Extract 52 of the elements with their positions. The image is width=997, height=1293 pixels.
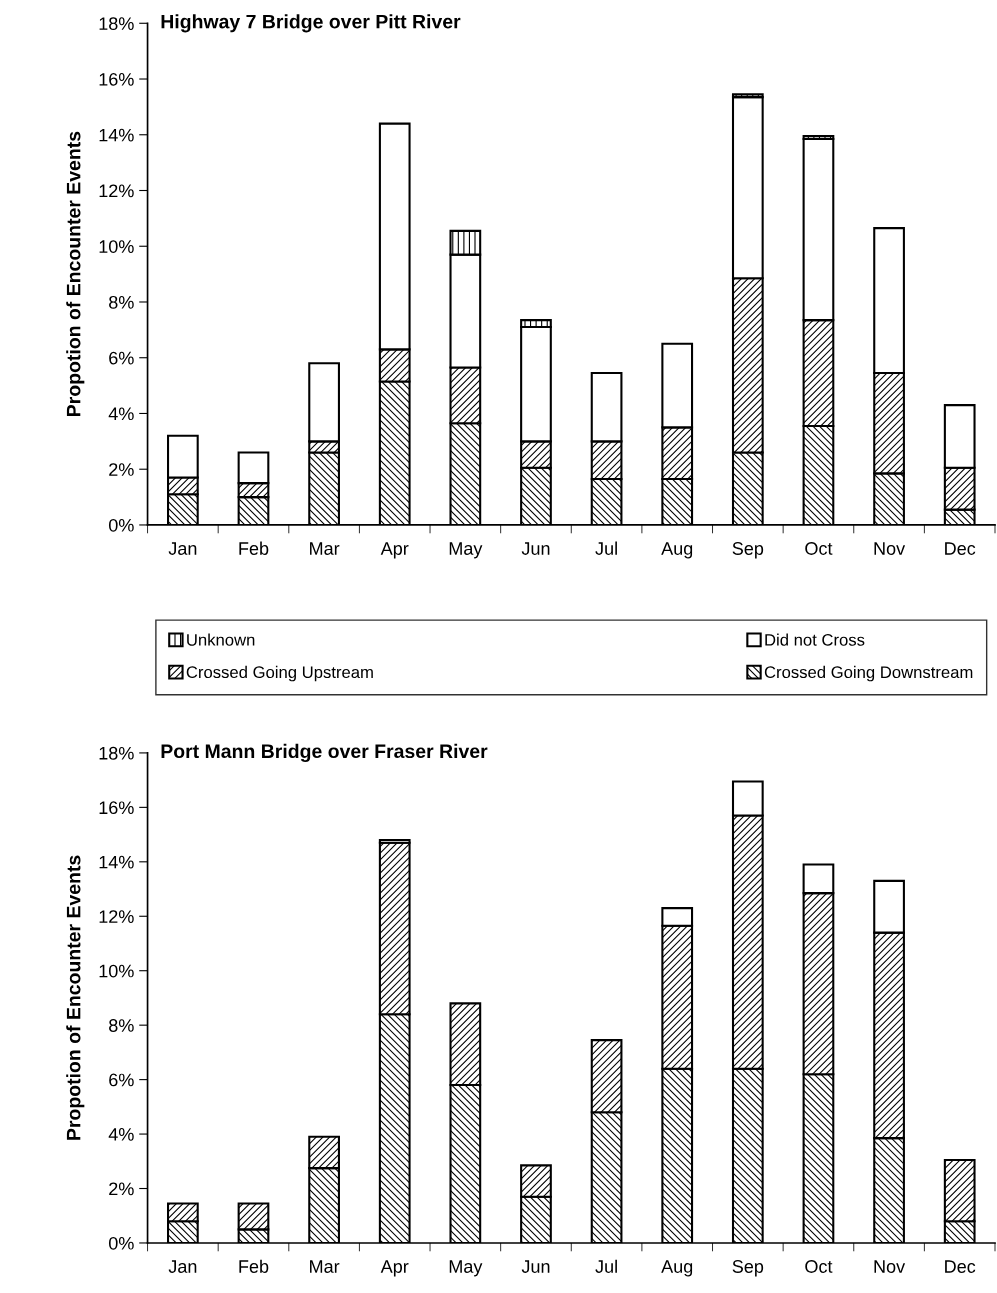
y-tick-label: 10% [99,964,134,978]
x-tick-label: Feb [239,1259,269,1273]
x-tick-label: Mar [310,1260,340,1273]
x-tick-label: Jun [521,542,550,555]
x-tick-label: Apr [380,1260,409,1277]
y-axis-title: Propotion of Encounter Events [66,855,85,1140]
x-tick-label: Jan [168,1260,197,1273]
x-tick-label: May [449,1260,483,1277]
x-tick-label: Jul [595,541,617,555]
y-tick-label: 2% [109,1182,134,1196]
x-tick-label: Mar [310,542,340,555]
y-axis-title: Propotion of Encounter Events [66,131,85,416]
legend-label: Crossed Going Upstream [186,665,373,682]
x-tick-label: Jun [521,1260,550,1273]
y-tick-label: 16% [99,72,134,86]
chart-title: Port Mann Bridge over Fraser River [161,743,488,763]
y-tick-label: 6% [109,351,134,365]
x-tick-label: Dec [945,542,976,555]
x-tick-label: Feb [239,541,269,555]
y-tick-label: 12% [99,910,134,923]
y-tick-label: 4% [108,407,134,421]
x-tick-label: Jan [168,542,197,555]
y-tick-label: 0% [108,1236,134,1250]
y-tick-label: 18% [99,746,134,760]
x-tick-label: Sep [732,1260,764,1277]
y-tick-label: 4% [108,1128,134,1141]
x-tick-label: Nov [874,1260,906,1273]
y-tick-label: 8% [109,1019,134,1032]
y-tick-label: 8% [109,295,134,309]
x-tick-label: Apr [380,542,409,559]
y-tick-label: 12% [99,184,134,198]
x-tick-label: May [449,542,483,559]
y-tick-label: 10% [99,240,134,253]
y-tick-label: 18% [99,17,134,30]
y-tick-label: 14% [99,128,134,142]
y-tick-label: 16% [99,801,134,815]
x-tick-label: Nov [874,542,906,555]
x-tick-label: Aug [661,1260,693,1277]
y-tick-label: 14% [99,855,134,869]
x-tick-label: Oct [805,542,833,555]
x-tick-label: Aug [661,542,693,559]
legend-label: Unknown [187,633,255,646]
legend-label: Did not Cross [765,633,865,646]
y-tick-label: 0% [108,518,134,532]
x-tick-label: Sep [732,542,764,559]
chart-title: Highway 7 Bridge over Pitt River [161,14,461,33]
y-tick-label: 2% [109,463,134,476]
x-tick-label: Oct [805,1260,833,1273]
x-tick-label: Jul [595,1259,617,1273]
x-tick-label: Dec [945,1260,976,1273]
y-tick-label: 6% [109,1073,134,1087]
legend-label: Crossed Going Downstream [764,665,973,682]
